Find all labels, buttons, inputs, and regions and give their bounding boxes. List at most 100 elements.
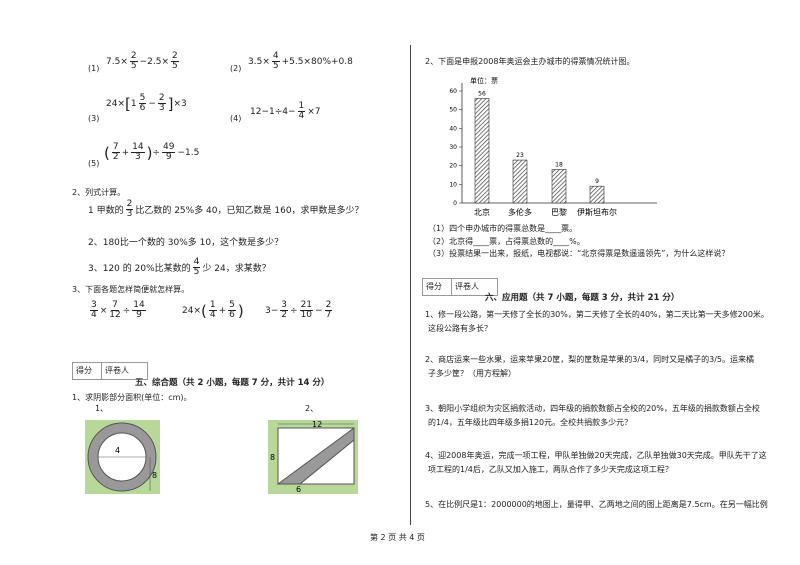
expr-text: 12−1÷4− [250,106,296,117]
question: （1）四个申办城市的得票总数是____票。 [428,224,578,233]
figures: 4 8 12 8 6 [85,420,358,494]
denominator: 5 [130,61,137,71]
grader-label: 评卷人 [455,282,479,291]
denominator: 9 [165,152,172,162]
shaded-region [276,427,355,485]
denominator: 6 [229,310,235,320]
numerator: 7 [111,300,119,311]
numerator: 14 [131,142,145,153]
expression: 3− 3 2 ÷ 21 10−2 7 [265,301,334,320]
expr-text: + [121,147,130,158]
expr-text: 2、180比一个数的 30%多 10，这个数是多少？ [88,238,284,248]
y-tick-label: 50 [449,107,457,114]
question: （2）北京得____票，占得票总数的____%。 [428,237,585,246]
y-tick-label: 40 [449,125,457,132]
data-label: 56 [478,90,486,97]
denominator: 9 [136,310,142,320]
score-label: 得分 [73,363,102,379]
x-tick-label: 多伦多 [508,207,532,217]
dimension: 4 [115,446,120,455]
denominator: 6 [139,103,146,113]
expr-text: ] [167,94,174,113]
question: 2、180比一个数的 30%多 10，这个数是多少？ [88,235,283,248]
question: 3、120 的 20%比某数的 4 5 少 24，求某数？ [88,258,271,277]
expr-text: −1.5 [177,147,200,158]
problem-line: 1、修一段公路，第一天修了全长的30%，第二天修了全长的40%，第二天比第一天多… [425,310,769,319]
x-tick-label: 伊斯坦布尔 [577,207,617,217]
expr-text: 1 甲数的 [88,206,124,216]
fraction: 21 10 [299,301,314,320]
denominator: 4 [209,310,216,320]
y-axis-label: 单位：票 [470,76,498,85]
expr-text: 24× [106,98,125,109]
score-label: 得分 [423,279,452,295]
expr-text: 比乙数的 25%多 40，已知乙数是 160，求甲数是多少？ [135,206,364,216]
expr-text: 24× [182,305,201,316]
numerator: 2 [125,199,134,210]
expression: 3 4 × 7 12 ÷ 14 9 [88,301,148,320]
numerator: 5 [138,93,147,104]
expression: (7 2 +14 3) ÷ 49 9 −1.5 [104,143,199,162]
denominator: 7 [325,310,332,320]
bar [589,185,605,204]
expression: 24×(1 4 +5 6) [182,301,244,320]
expr-text: −2.5× [139,56,169,67]
problem-line: 项工程的1/4后，乙队又加入施工，两队合作了多少天完成这项工程？ [428,465,673,474]
data-label: 23 [516,152,524,159]
problem-line: 4、迎2008年奥运，完成一项工程，甲队单独做20天完成，乙队单独做30天完成。… [425,451,767,460]
section-title: 五、综合题（共 2 小题，每题 7 分，共计 14 分） [135,378,330,388]
y-tick-label: 20 [449,163,457,170]
problem-line: 子多少筐？（用方程解） [428,369,516,378]
denominator: 3 [158,103,165,113]
expr-text: × [99,305,108,316]
question-heading: 3、下面各题怎样简便就怎样算。 [72,285,190,294]
data-label: 9 [595,178,599,185]
numerator: 14 [132,300,146,311]
y-tick-label: 10 [449,181,457,188]
section-title: 六、应用题（共 7 小题，每题 3 分，共计 21 分） [485,293,680,303]
denominator: 3 [126,209,133,219]
fraction: 14 9 [132,300,146,320]
expr-text: + [218,305,227,316]
dimension: 8 [270,453,275,462]
expr-text: [ [125,94,131,113]
x-tick-label: 巴黎 [551,207,567,217]
calc-label: (5) [88,159,100,168]
numerator: 7 [111,142,120,153]
dimension: 8 [152,471,157,480]
x-tick-label: 北京 [474,207,490,217]
bar [512,159,528,204]
expr-text: ×7 [307,106,321,117]
problem-line: 2、商店运来一些水果，运来苹果20筐，梨的筐数是苹果的3/4，同时又是橘子的3/… [425,355,755,364]
expr-text: ×3 [173,98,187,109]
numerator: 3 [90,300,98,311]
denominator: 2 [281,310,288,320]
fraction: 14 3 [131,142,145,162]
denominator: 12 [109,310,121,320]
expr-text: − [148,98,156,109]
expr-text: ( [201,301,207,320]
figure-label: 2、 [305,404,319,413]
bar [551,169,567,204]
numerator: 2 [129,51,138,62]
score-box: 得分 评卷人 [422,278,498,296]
numerator: 1 [297,101,306,112]
problem-line: 这段公路有多长？ [428,324,492,333]
data-label: 18 [555,161,563,168]
y-tick-label: 60 [449,88,457,95]
expression: 7.5× 2 5 −2.5× 2 5 [106,52,181,71]
expr-text: ÷ [122,305,131,316]
numerator: 49 [162,142,176,153]
bar-chart: 单位：票 0 10 20 30 40 50 60 56 北京 23 多伦多 18 巴黎 9 伊斯坦布尔 [449,76,657,217]
expr-text: 7.5× [106,56,128,67]
